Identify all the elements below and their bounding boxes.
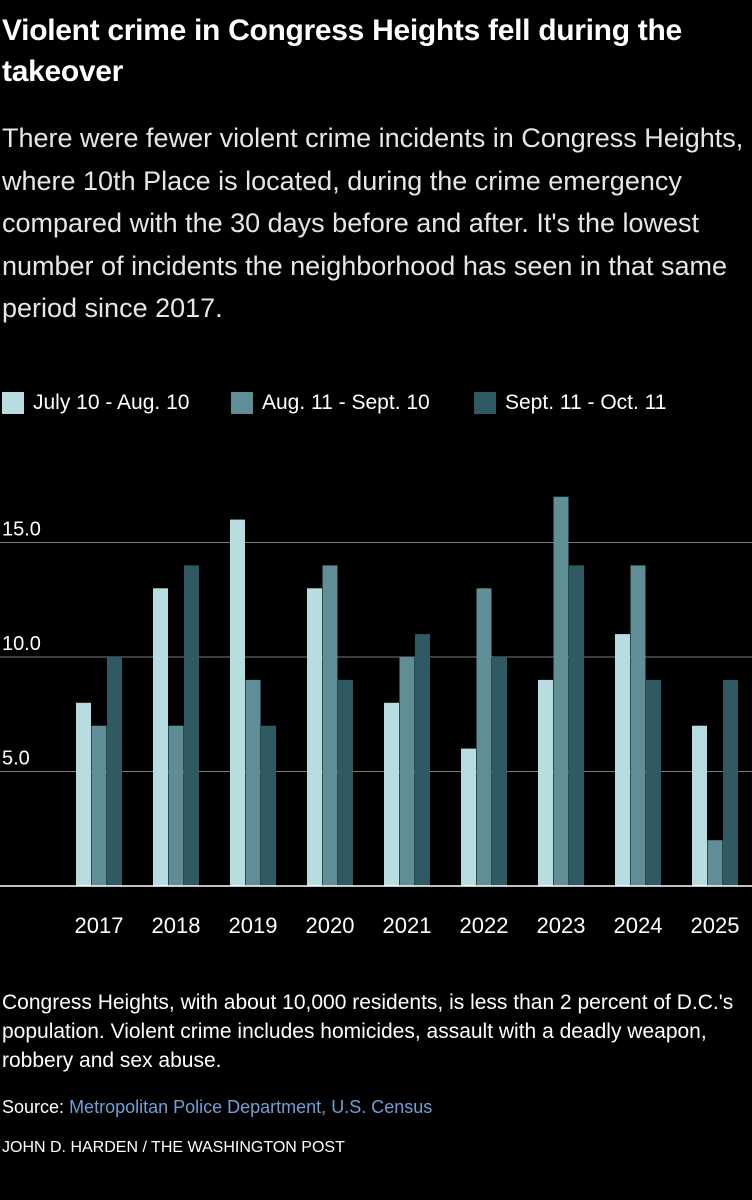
x-tick-label: 2019 xyxy=(229,913,278,938)
y-tick-label: 10.0 xyxy=(2,633,41,655)
source-label: Source: xyxy=(2,1097,65,1117)
chart-title: Violent crime in Congress Heights fell d… xyxy=(2,14,682,88)
x-tick-label: 2018 xyxy=(152,913,201,938)
bar xyxy=(615,634,630,886)
legend-swatch-series-2 xyxy=(231,392,253,414)
x-tick-label: 2025 xyxy=(691,913,740,938)
legend: July 10 - Aug. 10 Aug. 11 - Sept. 10 Sep… xyxy=(0,388,752,418)
credit-line: JOHN D. HARDEN / THE WASHINGTON POST xyxy=(2,1139,345,1156)
bar xyxy=(107,657,122,886)
legend-item-series-2: Aug. 11 - Sept. 10 xyxy=(231,388,430,418)
x-tick-label: 2023 xyxy=(537,913,586,938)
bar xyxy=(692,725,707,886)
source-link[interactable]: Metropolitan Police Department, U.S. Cen… xyxy=(69,1097,433,1117)
legend-label-series-2: Aug. 11 - Sept. 10 xyxy=(262,391,430,414)
chart-note: Congress Heights, with about 10,000 resi… xyxy=(2,991,734,1072)
x-tick-label: 2017 xyxy=(75,913,124,938)
legend-swatch-series-3 xyxy=(474,392,496,414)
bar xyxy=(261,725,276,886)
bar xyxy=(322,565,338,886)
x-tick-label: 2024 xyxy=(614,913,663,938)
bar xyxy=(153,588,168,886)
bar xyxy=(646,679,661,886)
source-line: Source: Metropolitan Police Department, … xyxy=(2,1097,432,1118)
bar xyxy=(384,702,399,886)
chart-subtitle: There were fewer violent crime incidents… xyxy=(2,123,744,323)
bar xyxy=(415,634,430,886)
bar xyxy=(476,588,492,886)
bar xyxy=(230,519,245,886)
bar xyxy=(76,702,91,886)
bar xyxy=(707,840,723,886)
bar xyxy=(168,725,184,886)
bar xyxy=(723,679,738,886)
bar-chart: 5.0 10.0 15.0 2017 2018 2019 2020 2021 2022 2023 2… xyxy=(0,496,752,938)
legend-swatch-series-1 xyxy=(2,392,24,414)
legend-label-series-3: Sept. 11 - Oct. 11 xyxy=(505,391,667,414)
bar xyxy=(307,588,322,886)
bar xyxy=(461,748,476,886)
bar xyxy=(569,565,584,886)
legend-item-series-1: July 10 - Aug. 10 xyxy=(2,388,189,418)
bar xyxy=(245,679,261,886)
bar xyxy=(492,657,507,886)
bar xyxy=(338,679,353,886)
y-tick-label: 15.0 xyxy=(2,519,41,541)
y-tick-label: 5.0 xyxy=(2,748,30,770)
bar xyxy=(630,565,646,886)
bar xyxy=(184,565,199,886)
legend-label-series-1: July 10 - Aug. 10 xyxy=(33,391,190,414)
bar xyxy=(538,679,553,886)
x-tick-label: 2022 xyxy=(460,913,509,938)
bar xyxy=(553,496,569,886)
legend-item-series-3: Sept. 11 - Oct. 11 xyxy=(474,388,666,418)
bar xyxy=(91,725,107,886)
x-tick-label: 2020 xyxy=(306,913,355,938)
bar xyxy=(399,657,415,886)
x-tick-label: 2021 xyxy=(383,913,432,938)
